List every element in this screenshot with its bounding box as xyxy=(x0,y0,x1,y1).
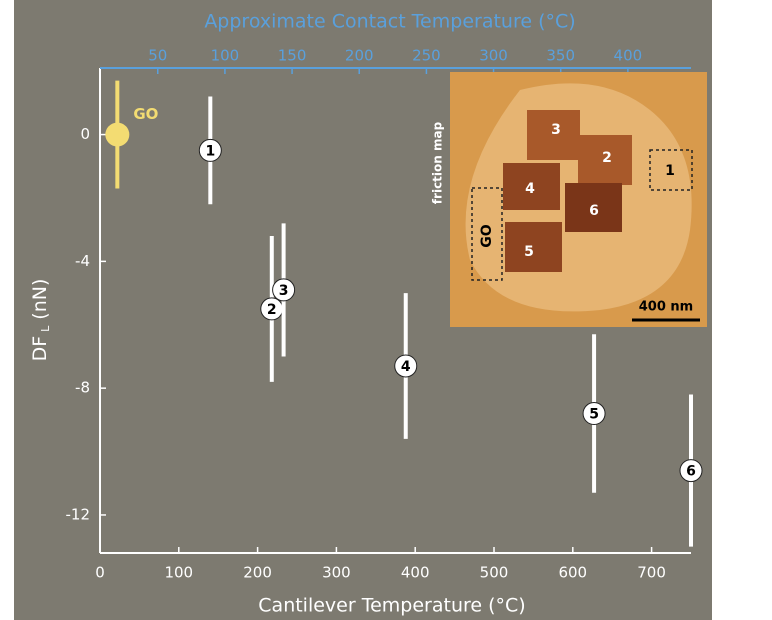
x-tick-label: 500 xyxy=(480,564,509,582)
top-tick-label: 400 xyxy=(614,47,643,65)
chart: Approximate Contact Temperature (°C) Can… xyxy=(0,0,772,620)
y-title-unit: (nN) xyxy=(29,279,51,320)
x-tick-label: 600 xyxy=(558,564,587,582)
point-label: 6 xyxy=(686,464,696,480)
scale-bar-label: 400 nm xyxy=(639,300,693,315)
x-tick-label: 700 xyxy=(637,564,666,582)
y-title-sub: L xyxy=(39,325,52,332)
point-label: 2 xyxy=(267,302,277,318)
region-label: 3 xyxy=(551,122,561,138)
top-tick-label: 300 xyxy=(479,47,508,65)
top-tick-label: 100 xyxy=(211,47,240,65)
y-axis-title: DF L (nN) xyxy=(29,279,53,362)
region-label: 5 xyxy=(524,244,534,260)
top-tick-label: 250 xyxy=(412,47,441,65)
inset-title: friction map xyxy=(431,121,445,204)
region-label: GO xyxy=(479,224,495,247)
x-tick-label: 100 xyxy=(164,564,193,582)
top-tick-label: 350 xyxy=(546,47,575,65)
x-tick-label: 0 xyxy=(95,564,105,582)
x-tick-label: 300 xyxy=(322,564,351,582)
top-axis-title: Approximate Contact Temperature (°C) xyxy=(204,11,575,33)
region-label: 2 xyxy=(602,150,612,166)
inset: 400 nm friction map 3 2 4 6 5 1 GO xyxy=(431,72,708,327)
region-label: 1 xyxy=(665,163,675,179)
region-label: 4 xyxy=(525,181,535,197)
y-title-main: DF xyxy=(29,336,51,362)
point-label: 4 xyxy=(401,359,411,375)
y-tick-label: -12 xyxy=(66,505,91,523)
region-label: 6 xyxy=(589,203,599,219)
y-tick-label: 0 xyxy=(80,125,90,143)
top-tick-label: 50 xyxy=(148,47,167,65)
x-tick-label: 200 xyxy=(243,564,272,582)
x-axis-title: Cantilever Temperature (°C) xyxy=(258,595,525,617)
point-label: 5 xyxy=(589,407,599,423)
point-label: 3 xyxy=(279,283,289,299)
top-tick-label: 200 xyxy=(345,47,374,65)
x-tick-label: 400 xyxy=(401,564,430,582)
y-tick-label: -8 xyxy=(75,379,90,397)
y-tick-label: -4 xyxy=(75,252,90,270)
top-tick-label: 150 xyxy=(278,47,307,65)
series-label: GO xyxy=(133,105,158,123)
point-label: 1 xyxy=(205,143,215,159)
point xyxy=(105,123,129,147)
